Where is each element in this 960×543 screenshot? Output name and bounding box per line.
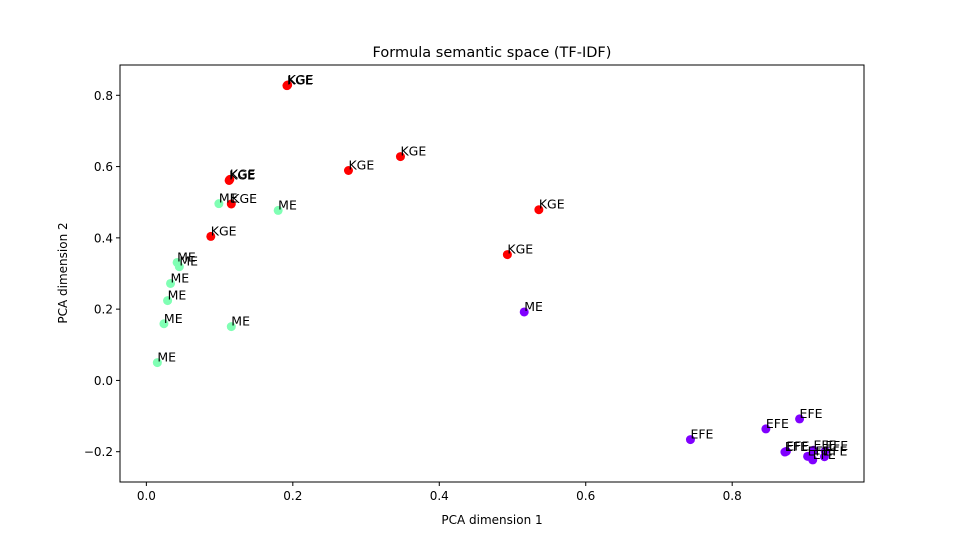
data-points-layer: [152, 80, 830, 465]
data-point: [343, 165, 353, 175]
y-tick-label: 0.0: [94, 374, 113, 388]
data-point-label: EFE: [825, 438, 848, 453]
data-point-label: KGE: [400, 144, 426, 159]
data-point: [174, 262, 184, 272]
x-axis-label: PCA dimension 1: [441, 513, 542, 527]
data-point-label: EFE: [808, 443, 831, 458]
data-point: [273, 205, 283, 215]
data-point-label: KGE: [230, 166, 256, 181]
data-point: [163, 296, 173, 306]
data-point-label: EFE: [813, 437, 836, 452]
data-point-label: ME: [171, 270, 190, 285]
y-tick-label: 0.2: [94, 303, 113, 317]
y-tick-label: −0.2: [84, 445, 113, 459]
data-point: [502, 250, 512, 260]
data-point-label: EFE: [785, 439, 808, 454]
data-point: [395, 152, 405, 162]
data-point-label: EFE: [690, 427, 713, 442]
data-point: [283, 80, 293, 90]
data-point: [166, 278, 176, 288]
data-point: [534, 205, 544, 215]
data-point: [214, 199, 224, 209]
data-point: [808, 445, 818, 455]
data-point-label: ME: [231, 314, 250, 329]
x-axis-ticks: 0.0 0.2 0.4 0.6 0.8: [137, 482, 742, 503]
y-tick-label: 0.4: [94, 231, 113, 245]
y-axis-label: PCA dimension 2: [56, 222, 70, 323]
data-point: [685, 435, 695, 445]
data-point: [795, 414, 805, 424]
y-axis-ticks: −0.2 0.0 0.2 0.4 0.6 0.8: [84, 89, 120, 459]
data-point-label: ME: [177, 249, 196, 264]
data-point: [819, 452, 829, 462]
data-point-label: EFE: [800, 406, 823, 421]
data-point-label: KGE: [348, 157, 374, 172]
y-tick-label: 0.6: [94, 160, 113, 174]
data-point: [206, 231, 216, 241]
data-point-label: EFE: [786, 438, 809, 453]
data-point-label: ME: [157, 350, 176, 365]
data-point-label: EFE: [766, 416, 789, 431]
x-tick-label: 0.6: [576, 489, 595, 503]
data-point-label: KGE: [229, 167, 255, 182]
x-tick-label: 0.8: [723, 489, 742, 503]
data-point: [225, 174, 235, 184]
data-point-label: KGE: [288, 72, 314, 87]
chart-title: Formula semantic space (TF-IDF): [373, 45, 612, 61]
x-tick-label: 0.2: [283, 489, 302, 503]
data-point-label: EFE: [824, 444, 847, 459]
data-point-label: ME: [278, 197, 297, 212]
x-tick-label: 0.4: [430, 489, 449, 503]
data-point-label: ME: [219, 191, 238, 206]
data-point: [159, 319, 169, 329]
y-tick-label: 0.8: [94, 89, 113, 103]
data-point: [152, 358, 162, 368]
data-point: [781, 446, 791, 456]
plot-area-frame: [119, 64, 865, 483]
data-point: [519, 307, 529, 317]
data-point-label: KGE: [231, 191, 257, 206]
data-point-label: KGE: [211, 223, 237, 238]
x-tick-label: 0.0: [137, 489, 156, 503]
data-point: [226, 322, 236, 332]
data-point: [761, 424, 771, 434]
data-point: [226, 199, 236, 209]
data-point: [808, 455, 818, 465]
data-point-label: ME: [164, 311, 183, 326]
data-point-label: KGE: [507, 242, 533, 257]
data-point-label: EFE: [813, 447, 836, 462]
data-point-label: KGE: [539, 197, 565, 212]
data-point-label: ME: [524, 299, 543, 314]
data-point-label: ME: [179, 254, 198, 269]
data-point-label: KGE: [287, 73, 313, 88]
data-point-label: ME: [168, 288, 187, 303]
